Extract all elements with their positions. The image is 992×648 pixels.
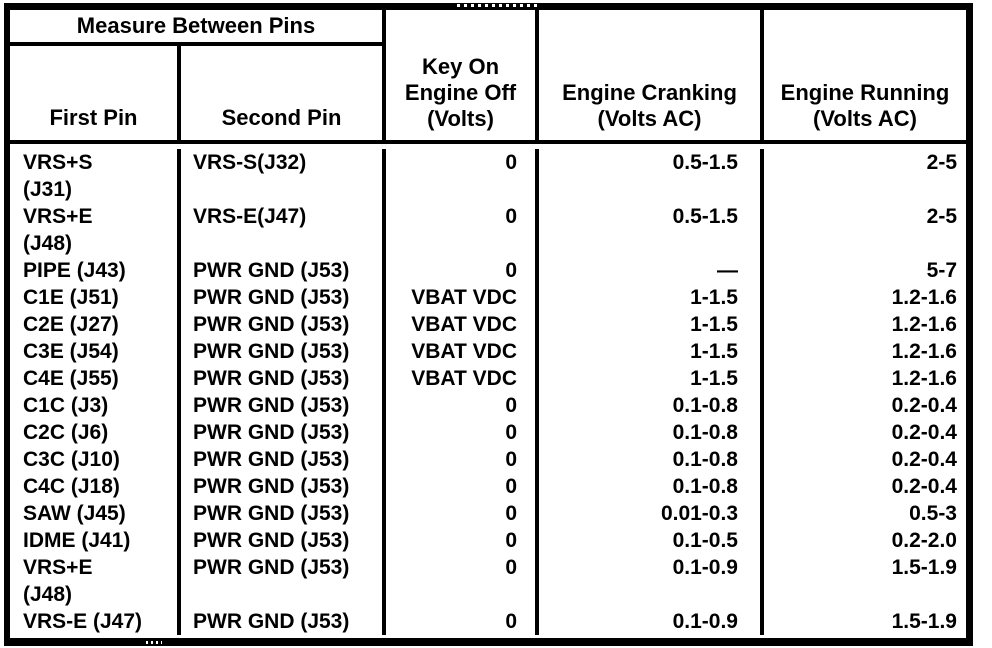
cell-first-pin: VRS-E (J47) [23, 610, 143, 633]
header-key-on-engine-off: Key On Engine Off (Volts) [382, 10, 535, 140]
header-engine-cranking: Engine Cranking (Volts AC) [535, 10, 760, 140]
cell-second-pin: PWR GND (J53) [177, 446, 382, 473]
cell-second-pin: PWR GND (J53) [177, 419, 382, 446]
cell-first-pin: C4E (J55) [23, 367, 119, 390]
cell-running-volts: 2-5 [760, 203, 966, 257]
cell-key-on-volts: 0 [382, 203, 535, 257]
cell-second-pin: PWR GND (J53) [177, 311, 382, 338]
cell-second-pin: PWR GND (J53) [177, 257, 382, 284]
cell-running-volts: 1.5-1.9 [760, 608, 966, 635]
cell-second-pin: PWR GND (J53) [177, 338, 382, 365]
cell-cranking-volts: 1-1.5 [535, 338, 760, 365]
cell-cranking-volts: 0.1-0.9 [535, 608, 760, 635]
cell-key-on-volts: 0 [382, 149, 535, 203]
cell-running-volts: 0.2-0.4 [760, 473, 966, 500]
cell-key-on-volts: 0 [382, 446, 535, 473]
cell-second-pin: VRS-E(J47) [177, 203, 382, 257]
cell-running-volts: 1.2-1.6 [760, 338, 966, 365]
cell-cranking-volts: 1-1.5 [535, 311, 760, 338]
cell-first-pin: C4C (J18) [23, 475, 120, 498]
cell-cranking-volts: 0.1-0.8 [535, 473, 760, 500]
cell-second-pin: PWR GND (J53) [177, 500, 382, 527]
cell-running-volts: 2-5 [760, 149, 966, 203]
cell-second-pin: PWR GND (J53) [177, 365, 382, 392]
cell-cranking-volts: 0.5-1.5 [535, 149, 760, 203]
cell-key-on-volts: VBAT VDC [382, 338, 535, 365]
cell-cranking-volts: 0.5-1.5 [535, 203, 760, 257]
cell-first-pin: C3C (J10) [23, 448, 120, 471]
cell-running-volts: 0.2-2.0 [760, 527, 966, 554]
cell-first-pin: C2C (J6) [23, 421, 109, 444]
cell-running-volts: 1.2-1.6 [760, 365, 966, 392]
cell-key-on-volts: 0 [382, 473, 535, 500]
cell-first-pin: C3E (J54) [23, 340, 119, 363]
cell-key-on-volts: 0 [382, 257, 535, 284]
cell-key-on-volts: VBAT VDC [382, 284, 535, 311]
cell-key-on-volts: 0 [382, 527, 535, 554]
cell-key-on-volts: 0 [382, 500, 535, 527]
cell-second-pin: PWR GND (J53) [177, 527, 382, 554]
header-first-pin: First Pin [49, 105, 138, 130]
cell-cranking-volts: 1-1.5 [535, 365, 760, 392]
cell-cranking-volts: 0.1-0.9 [535, 554, 760, 608]
cell-key-on-volts: 0 [382, 608, 535, 635]
cell-cranking-volts: 0.1-0.8 [535, 446, 760, 473]
header-engine-running: Engine Running (Volts AC) [760, 10, 966, 140]
cell-first-pin: IDME (J41) [23, 529, 131, 552]
cell-second-pin: PWR GND (J53) [177, 473, 382, 500]
cell-running-volts: 0.2-0.4 [760, 446, 966, 473]
cell-first-pin: VRS+S (J31) [23, 151, 93, 201]
cell-first-pin: C1C (J3) [23, 394, 109, 417]
cell-running-volts: 0.5-3 [760, 500, 966, 527]
cell-key-on-volts: VBAT VDC [382, 365, 535, 392]
cell-cranking-volts: 1-1.5 [535, 284, 760, 311]
cell-first-pin: C2E (J27) [23, 313, 119, 336]
cell-cranking-volts: 0.1-0.5 [535, 527, 760, 554]
cell-running-volts: 1.5-1.9 [760, 554, 966, 608]
cell-running-volts: 0.2-0.4 [760, 419, 966, 446]
cell-key-on-volts: VBAT VDC [382, 311, 535, 338]
cell-first-pin: C1E (J51) [23, 286, 119, 309]
cell-first-pin: VRS+E (J48) [23, 205, 93, 255]
cell-cranking-volts: 0.1-0.8 [535, 419, 760, 446]
cell-first-pin: VRS+E (J48) [23, 556, 93, 606]
cell-second-pin: VRS-S(J32) [177, 149, 382, 203]
cell-running-volts: 1.2-1.6 [760, 284, 966, 311]
cell-key-on-volts: 0 [382, 419, 535, 446]
voltage-table: Measure Between Pins Key On Engine Off (… [4, 3, 973, 646]
cell-running-volts: 5-7 [760, 257, 966, 284]
cell-first-pin: PIPE (J43) [23, 259, 126, 282]
table-body: VRS+S (J31) VRS-S(J32) 0 0.5-1.5 2-5 VRS… [10, 144, 966, 641]
cell-second-pin: PWR GND (J53) [177, 608, 382, 635]
cell-key-on-volts: 0 [382, 554, 535, 608]
cell-first-pin: SAW (J45) [23, 502, 126, 525]
cell-key-on-volts: 0 [382, 392, 535, 419]
cell-cranking-volts: 0.1-0.8 [535, 392, 760, 419]
cell-second-pin: PWR GND (J53) [177, 284, 382, 311]
cell-cranking-volts: — [535, 257, 760, 284]
cell-second-pin: PWR GND (J53) [177, 554, 382, 608]
header-measure-between-pins: Measure Between Pins [10, 10, 382, 46]
cell-running-volts: 1.2-1.6 [760, 311, 966, 338]
cell-cranking-volts: 0.01-0.3 [535, 500, 760, 527]
cell-running-volts: 0.2-0.4 [760, 392, 966, 419]
table-header: Measure Between Pins Key On Engine Off (… [10, 10, 966, 144]
cell-second-pin: PWR GND (J53) [177, 392, 382, 419]
header-second-pin: Second Pin [177, 46, 382, 140]
